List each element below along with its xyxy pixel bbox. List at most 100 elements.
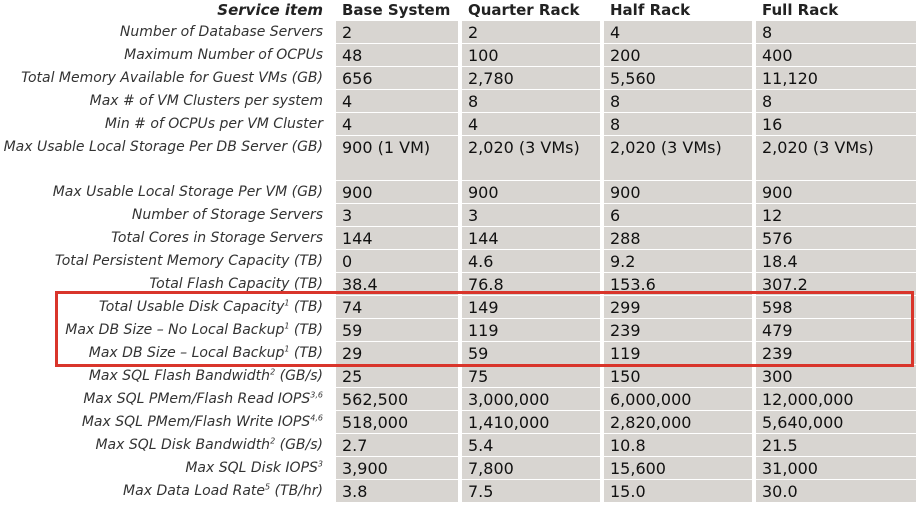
row-label: Max Data Load Rate5 (TB/hr) (0, 480, 323, 502)
label-unit: (TB) (289, 322, 323, 338)
value-cell: 479 (756, 319, 916, 341)
value-cell: 2,820,000 (604, 411, 752, 433)
value-cell: 400 (756, 44, 916, 66)
value-cell: 900 (604, 181, 752, 203)
footnote-ref: 1 (284, 298, 290, 308)
footnote-ref: 4,6 (310, 413, 323, 423)
value-cell: 12 (756, 204, 916, 226)
row-label: Max SQL PMem/Flash Write IOPS4,6 (0, 411, 323, 433)
value-cell: 59 (336, 319, 458, 341)
value-cell: 0 (336, 250, 458, 272)
column-header: Quarter Rack (468, 1, 580, 19)
value-cell: 3.8 (336, 480, 458, 502)
value-cell: 656 (336, 67, 458, 89)
value-cell: 8 (462, 90, 600, 112)
value-cell: 75 (462, 365, 600, 387)
column-header: Service item (217, 1, 323, 19)
value-cell: 900 (1 VM) (336, 136, 458, 180)
label-unit: (GB/s) (275, 437, 323, 453)
value-cell: 12,000,000 (756, 388, 916, 410)
value-cell: 15,600 (604, 457, 752, 479)
value-cell: 8 (604, 90, 752, 112)
value-cell: 3,900 (336, 457, 458, 479)
value-cell: 598 (756, 296, 916, 318)
value-cell: 100 (462, 44, 600, 66)
value-cell: 11,120 (756, 67, 916, 89)
value-cell: 7,800 (462, 457, 600, 479)
value-cell: 200 (604, 44, 752, 66)
footnote-ref: 2 (270, 436, 276, 446)
row-label: Min # of OCPUs per VM Cluster (104, 116, 323, 132)
value-cell: 119 (462, 319, 600, 341)
value-cell: 239 (756, 342, 916, 364)
row-label: Total Persistent Memory Capacity (TB) (54, 253, 323, 269)
footnote-ref: 2 (270, 367, 276, 377)
value-cell: 10.8 (604, 434, 752, 456)
footnote-ref: 1 (284, 344, 290, 354)
row-label: Total Flash Capacity (TB) (149, 276, 323, 292)
footnote-ref: 1 (284, 321, 290, 331)
value-cell: 25 (336, 365, 458, 387)
value-cell: 153.6 (604, 273, 752, 295)
value-cell: 900 (336, 181, 458, 203)
row-label: Max SQL PMem/Flash Read IOPS3,6 (0, 388, 323, 410)
value-cell: 900 (462, 181, 600, 203)
value-cell: 900 (756, 181, 916, 203)
value-cell: 2.7 (336, 434, 458, 456)
row-label: Max SQL Disk Bandwidth2 (GB/s) (0, 434, 323, 456)
value-cell: 3 (462, 204, 600, 226)
column-header: Half Rack (610, 1, 691, 19)
value-cell: 31,000 (756, 457, 916, 479)
value-cell: 74 (336, 296, 458, 318)
label-unit: (GB/s) (275, 368, 323, 384)
footnote-ref: 5 (265, 482, 271, 492)
value-cell: 5.4 (462, 434, 600, 456)
value-cell: 4 (604, 21, 752, 43)
value-cell: 1,410,000 (462, 411, 600, 433)
value-cell: 30.0 (756, 480, 916, 502)
row-label: Maximum Number of OCPUs (124, 47, 323, 63)
row-label: Max SQL Disk IOPS3 (0, 457, 323, 479)
value-cell: 16 (756, 113, 916, 135)
value-cell: 4.6 (462, 250, 600, 272)
value-cell: 3 (336, 204, 458, 226)
value-cell: 518,000 (336, 411, 458, 433)
row-label: Max DB Size – No Local Backup1 (TB) (0, 319, 323, 341)
value-cell: 8 (756, 21, 916, 43)
row-label: Total Memory Available for Guest VMs (GB… (21, 70, 323, 86)
value-cell: 150 (604, 365, 752, 387)
label-text: Max SQL Flash Bandwidth (88, 368, 271, 384)
value-cell: 4 (462, 113, 600, 135)
row-label: Max Usable Local Storage Per DB Server (… (3, 139, 323, 155)
label-unit: (TB) (289, 299, 323, 315)
value-cell: 8 (604, 113, 752, 135)
value-cell: 2,020 (3 VMs) (604, 136, 752, 180)
label-text: Max SQL Disk IOPS (185, 460, 318, 476)
value-cell: 299 (604, 296, 752, 318)
label-text: Max Data Load Rate (123, 483, 266, 499)
row-label: Number of Database Servers (119, 24, 323, 40)
column-header: Full Rack (762, 1, 839, 19)
column-header: Base System (342, 1, 451, 19)
label-text: Max DB Size – No Local Backup (65, 322, 285, 338)
footnote-ref: 3,6 (310, 390, 323, 400)
highlight-box (55, 291, 914, 367)
value-cell: 8 (756, 90, 916, 112)
value-cell: 7.5 (462, 480, 600, 502)
value-cell: 144 (462, 227, 600, 249)
label-unit: (TB) (289, 345, 323, 361)
value-cell: 5,560 (604, 67, 752, 89)
value-cell: 2,020 (3 VMs) (462, 136, 600, 180)
value-cell: 29 (336, 342, 458, 364)
value-cell: 6 (604, 204, 752, 226)
value-cell: 15.0 (604, 480, 752, 502)
value-cell: 38.4 (336, 273, 458, 295)
value-cell: 307.2 (756, 273, 916, 295)
row-label: Total Cores in Storage Servers (111, 230, 323, 246)
label-unit: (TB/hr) (270, 483, 323, 499)
value-cell: 2,780 (462, 67, 600, 89)
value-cell: 2,020 (3 VMs) (756, 136, 916, 180)
value-cell: 300 (756, 365, 916, 387)
label-text: Max SQL Disk Bandwidth (95, 437, 271, 453)
value-cell: 3,000,000 (462, 388, 600, 410)
